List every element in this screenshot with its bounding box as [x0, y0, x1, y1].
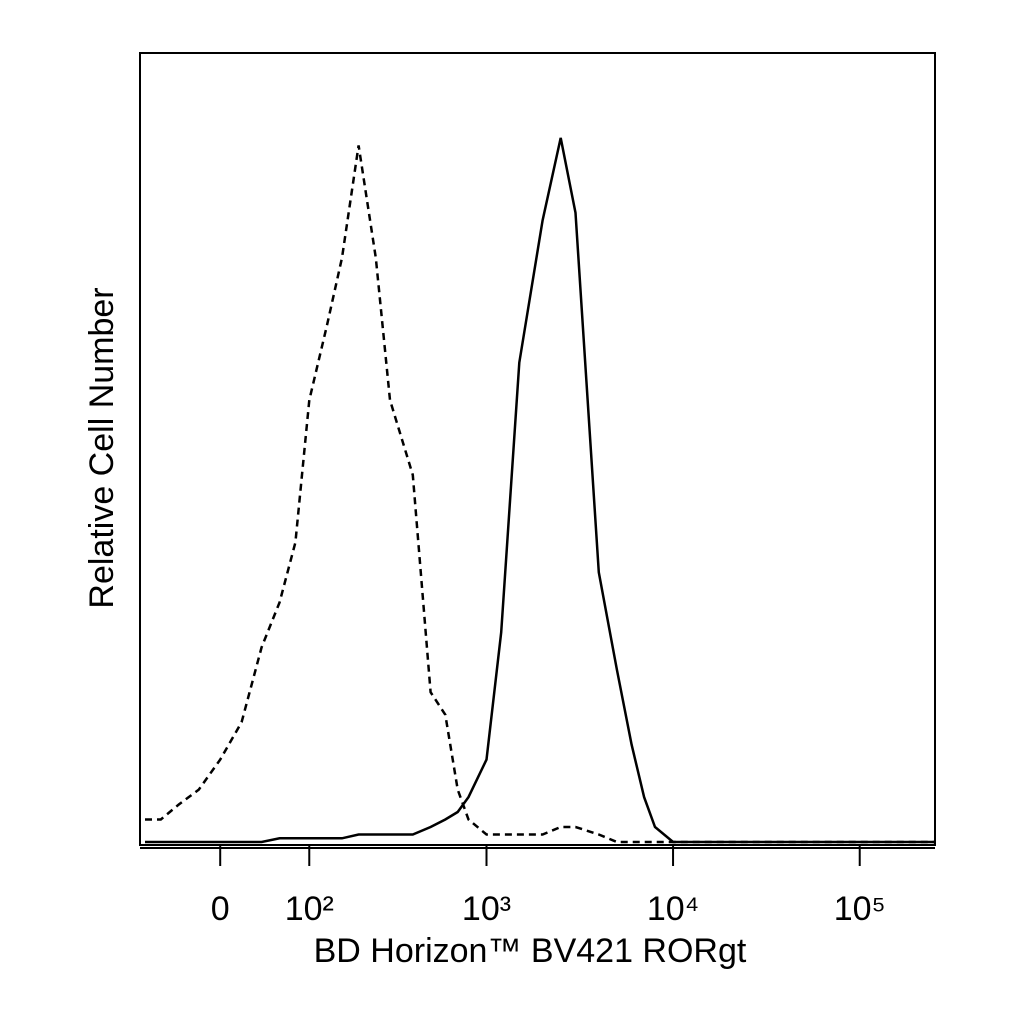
histogram-line [145, 145, 934, 844]
plot-frame [139, 52, 936, 846]
x-tick-label: 10³ [462, 890, 511, 928]
x-axis-label: BD Horizon™ BV421 RORgt [314, 932, 747, 970]
y-axis-label: Relative Cell Number [83, 287, 121, 608]
x-tick-label: 10⁵ [834, 890, 886, 928]
histogram-line [145, 137, 934, 844]
x-tick-label: 10⁴ [647, 890, 699, 928]
x-tick-label: 0 [211, 890, 230, 928]
x-tick-label: 10² [285, 890, 334, 928]
